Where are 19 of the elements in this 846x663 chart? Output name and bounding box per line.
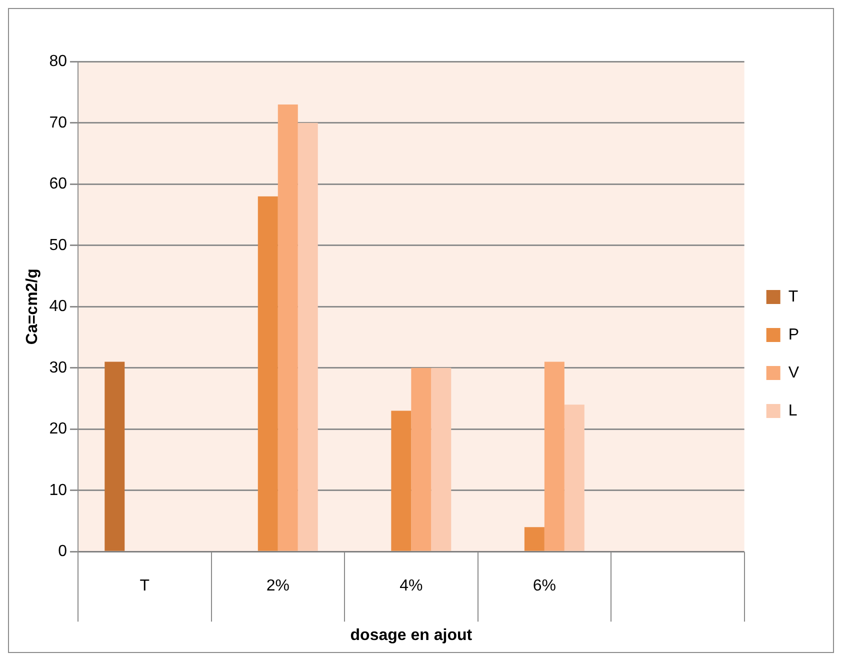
legend-label: V — [788, 364, 800, 382]
legend-label: L — [788, 402, 798, 420]
legend-label: P — [788, 326, 799, 344]
y-tick-label: 70 — [49, 114, 68, 132]
y-tick-label: 10 — [49, 482, 68, 499]
legend-label: T — [788, 288, 798, 306]
x-tick-label: 4% — [400, 578, 423, 595]
y-axis-title: Ca=cm2/g — [24, 268, 42, 345]
y-tick-label: 30 — [49, 359, 68, 376]
y-tick-label: 20 — [49, 420, 68, 438]
x-axis-title: dosage en ajout — [350, 626, 473, 644]
x-tick-label: T — [140, 578, 150, 595]
y-tick-label: 60 — [49, 176, 68, 193]
y-tick-label: 0 — [58, 543, 68, 560]
y-tick-label: 80 — [49, 53, 68, 70]
x-tick-label: 6% — [532, 578, 556, 595]
x-tick-label: 2% — [266, 578, 290, 595]
y-tick-label: 50 — [49, 236, 68, 254]
y-tick-label: 40 — [49, 298, 68, 316]
